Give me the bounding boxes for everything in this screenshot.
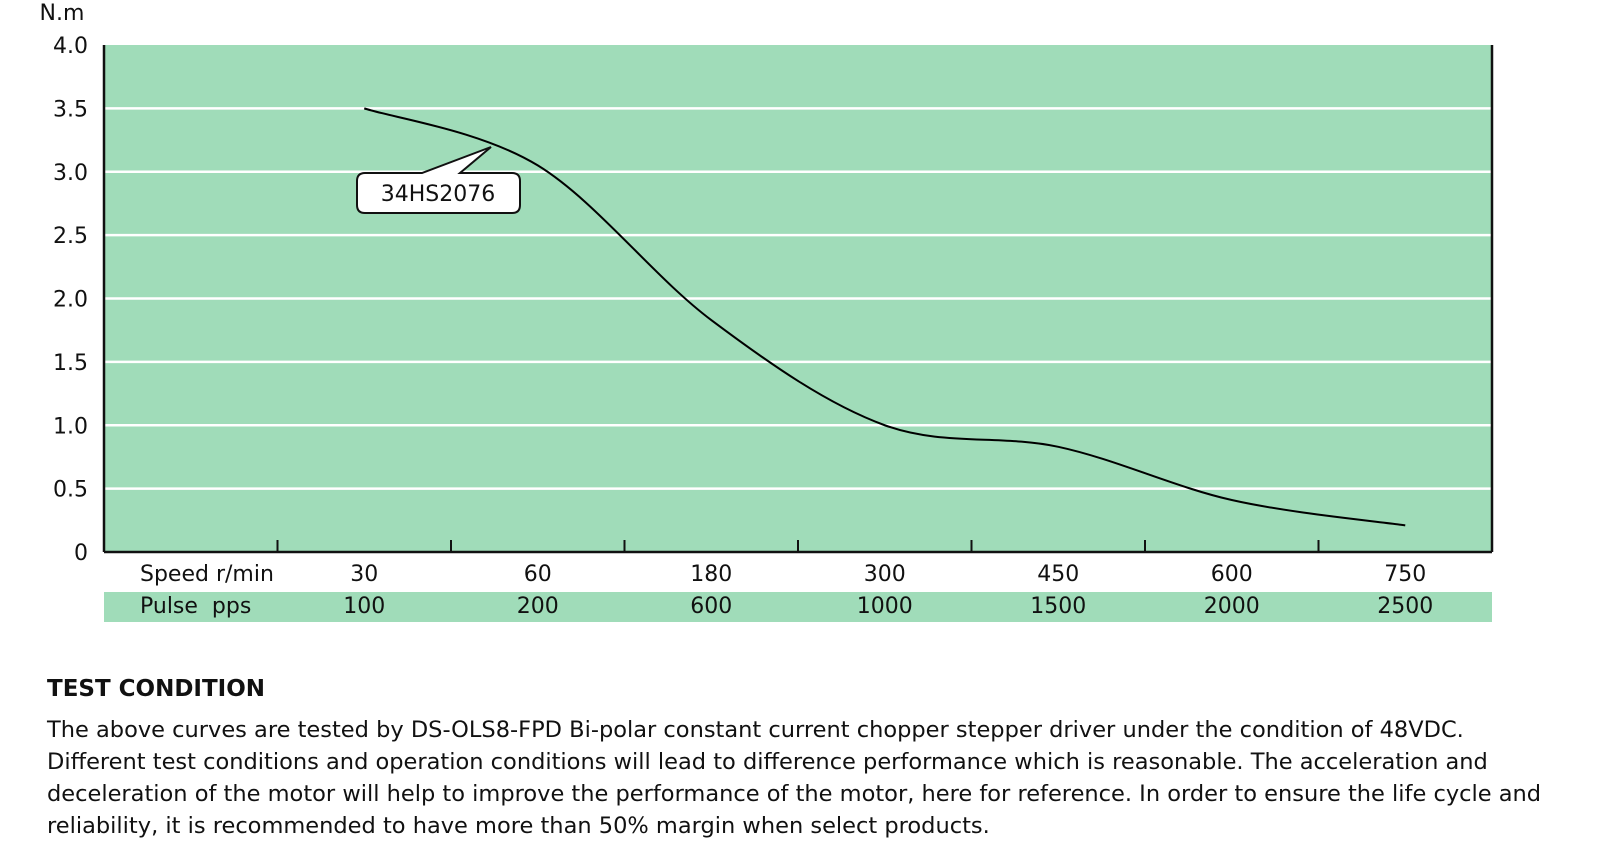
row-label: Speed r/min [140,562,274,587]
x-tick-label: 300 [864,562,906,587]
pulse-label: 2500 [1377,594,1433,619]
y-tick-label: 3.5 [53,97,88,122]
y-tick-label: 0.5 [53,478,88,503]
pulse-row [104,592,1492,622]
row-label: Pulse pps [140,594,251,619]
y-tick-label: 2.5 [53,224,88,249]
y-tick-label: 3.0 [53,161,88,186]
pulse-label: 600 [690,594,732,619]
callout-box [356,146,521,214]
x-tick-label: 450 [1037,562,1079,587]
x-tick-label: 180 [690,562,732,587]
y-tick-label: 1.5 [53,351,88,376]
y-tick-label: 4.0 [53,34,88,59]
data-line [363,107,1406,527]
x-tick-label: 60 [524,562,552,587]
series-label: 34HS2076 [381,182,496,207]
x-tick-label: 750 [1384,562,1426,587]
x-tick-label: 600 [1211,562,1253,587]
chart: N.m 0 0.5 1.0 1.5 2.0 2.5 3.0 3.5 4.0 Speed r/min… [40,1,1494,622]
x-tick-label: 30 [350,562,378,587]
pulse-label: 200 [517,594,559,619]
pulse-label: 2000 [1204,594,1260,619]
pulse-label: 1500 [1030,594,1086,619]
pulse-label: 1000 [857,594,913,619]
y-tick-label: 2.0 [53,288,88,313]
y-axis-label: N.m [40,1,85,26]
test-condition-title: TEST CONDITION [47,676,266,702]
y-tick-label: 0 [74,541,88,566]
y-tick-label: 1.0 [53,414,88,439]
pulse-label: 100 [343,594,385,619]
test-condition-text: The above curves are tested by DS-OLS8-F… [47,717,1542,839]
